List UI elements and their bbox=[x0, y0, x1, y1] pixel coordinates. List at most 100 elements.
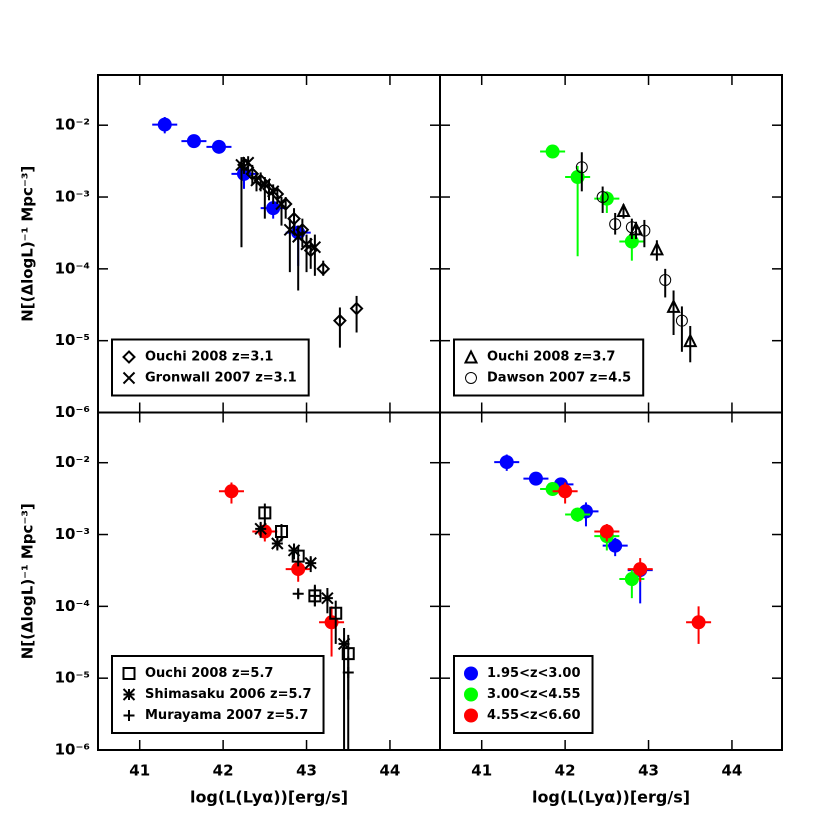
y-tick-label: 10⁻⁶ bbox=[55, 741, 90, 759]
y-tick-label: 10⁻⁶ bbox=[55, 403, 90, 421]
point bbox=[304, 556, 317, 570]
point bbox=[599, 524, 614, 539]
legend-marker bbox=[464, 666, 478, 681]
x-tick-label: 44 bbox=[722, 762, 743, 780]
legend-marker bbox=[122, 688, 136, 701]
point bbox=[186, 134, 201, 149]
y-axis-label: N[(ΔlogL)⁻¹ Mpc⁻³] bbox=[19, 166, 37, 322]
legend-marker bbox=[123, 710, 135, 721]
point bbox=[596, 191, 609, 204]
point bbox=[254, 522, 267, 536]
point bbox=[287, 211, 301, 226]
point bbox=[558, 484, 573, 499]
legend-marker bbox=[465, 372, 477, 384]
point bbox=[638, 224, 651, 237]
point bbox=[291, 549, 305, 563]
point bbox=[609, 218, 622, 231]
point bbox=[608, 538, 623, 553]
point bbox=[570, 507, 585, 522]
x-tick-label: 41 bbox=[129, 762, 150, 780]
y-tick-label: 10⁻⁴ bbox=[55, 259, 90, 277]
point bbox=[633, 562, 648, 577]
point bbox=[287, 544, 301, 557]
y-tick-label: 10⁻² bbox=[55, 453, 90, 471]
legend-box bbox=[111, 338, 310, 397]
panel: 41 42 43 44 10⁻² 10⁻³ 10⁻⁴ 10⁻⁵ 10⁻⁶ N[(ΔlogL)⁻¹ … bbox=[19, 411, 441, 807]
legend: 1.95<z<3.00 3.00<z<4.55 4.55<z<6.60 bbox=[453, 655, 594, 734]
point bbox=[241, 156, 255, 169]
point bbox=[266, 201, 281, 216]
legend: Ouchi 2008 z=3.7 Dawson 2007 z=4.5 bbox=[453, 338, 645, 397]
legend-marker bbox=[464, 708, 478, 723]
point bbox=[275, 197, 288, 211]
point bbox=[683, 332, 698, 348]
point bbox=[625, 221, 638, 234]
point bbox=[337, 637, 351, 651]
point bbox=[691, 615, 706, 630]
legend-label: 1.95<z<3.00 bbox=[487, 666, 581, 681]
plot-frame bbox=[439, 411, 783, 751]
legend-label: Ouchi 2008 z=3.1 bbox=[145, 350, 273, 365]
series bbox=[552, 482, 712, 644]
series bbox=[540, 144, 645, 261]
x-tick-label: 43 bbox=[296, 762, 317, 780]
point bbox=[300, 238, 313, 251]
x-tick-label: 42 bbox=[555, 762, 576, 780]
series bbox=[235, 156, 322, 291]
series bbox=[254, 521, 351, 750]
legend-label: Shimasaku 2006 z=5.7 bbox=[145, 687, 312, 702]
panel: Ouchi 2008 z=3.7 Dawson 2007 z=4.5 bbox=[439, 74, 783, 414]
y-tick-label: 10⁻³ bbox=[55, 188, 90, 206]
point bbox=[157, 117, 172, 132]
panel: 10⁻² 10⁻³ 10⁻⁴ 10⁻⁵ 10⁻⁶ N[(ΔlogL)⁻¹ Mpc⁻³] Ou… bbox=[19, 74, 441, 421]
point bbox=[616, 202, 631, 217]
x-tick-label: 41 bbox=[471, 762, 492, 780]
y-tick-label: 10⁻⁴ bbox=[55, 597, 90, 615]
legend-label: 4.55<z<6.60 bbox=[487, 708, 581, 723]
legend-label: Dawson 2007 z=4.5 bbox=[487, 371, 631, 386]
point bbox=[675, 314, 688, 327]
point bbox=[224, 484, 239, 499]
y-tick-label: 10⁻⁵ bbox=[55, 331, 90, 349]
point bbox=[271, 537, 284, 550]
legend: Ouchi 2008 z=3.1 Gronwall 2007 z=3.1 bbox=[111, 338, 310, 397]
point bbox=[575, 161, 588, 174]
point bbox=[309, 590, 321, 602]
point bbox=[666, 298, 681, 313]
series bbox=[540, 482, 645, 599]
x-axis-label: log(L(Lyα))[erg/s] bbox=[190, 788, 348, 807]
point bbox=[250, 174, 263, 187]
legend-marker bbox=[122, 350, 136, 364]
legend-marker bbox=[122, 667, 136, 680]
point bbox=[349, 301, 364, 316]
legend-label: Ouchi 2008 z=5.7 bbox=[145, 666, 273, 681]
legend-marker bbox=[464, 687, 478, 702]
series bbox=[616, 202, 698, 363]
series bbox=[575, 152, 688, 352]
legend-box bbox=[453, 338, 645, 397]
legend-marker bbox=[122, 371, 136, 385]
legend-label: 3.00<z<4.55 bbox=[487, 687, 581, 702]
point bbox=[275, 525, 289, 539]
legend-label: Gronwall 2007 z=3.1 bbox=[145, 371, 297, 386]
point bbox=[235, 158, 248, 172]
y-axis-label: N[(ΔlogL)⁻¹ Mpc⁻³] bbox=[19, 503, 37, 659]
point bbox=[341, 647, 355, 661]
point bbox=[624, 572, 639, 587]
legend-box bbox=[111, 655, 325, 734]
legend-label: Murayama 2007 z=5.7 bbox=[145, 708, 308, 723]
legend: Ouchi 2008 z=5.7 Shimasaku 2006 z=5.7 Mura… bbox=[111, 655, 325, 734]
series bbox=[292, 586, 354, 700]
point bbox=[258, 506, 272, 520]
point bbox=[332, 313, 347, 328]
point bbox=[329, 606, 343, 620]
series bbox=[152, 117, 311, 266]
point bbox=[211, 139, 226, 154]
legend-marker bbox=[463, 349, 479, 364]
point bbox=[528, 471, 543, 486]
x-axis-label: log(L(Lyα))[erg/s] bbox=[532, 788, 690, 807]
point bbox=[291, 562, 306, 577]
series bbox=[218, 482, 345, 657]
point bbox=[545, 144, 560, 159]
